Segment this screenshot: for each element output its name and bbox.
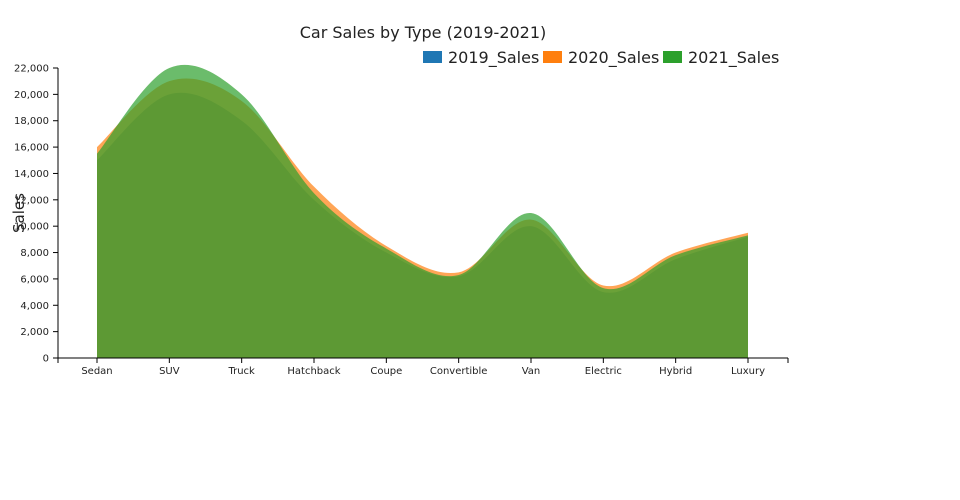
x-tick-label-hybrid: Hybrid xyxy=(659,366,692,377)
x-tick-label-coupe: Coupe xyxy=(370,366,402,377)
x-tick-label-luxury: Luxury xyxy=(731,366,765,377)
y-tick-group: 0 2,000 4,000 6,000 8,000 10,000 12,000 14,000 1… xyxy=(14,64,58,365)
legend-item-2020-sales: 2020_Sales xyxy=(543,48,659,68)
y-tick-label: 14,000 xyxy=(14,169,49,180)
area-series-group xyxy=(97,64,748,359)
legend-label: 2020_Sales xyxy=(568,48,659,68)
y-tick-label: 6,000 xyxy=(20,274,49,285)
y-tick-label: 20,000 xyxy=(14,90,49,101)
y-tick-label: 16,000 xyxy=(14,143,49,154)
x-axis: Sedan SUV Truck Hatchback Coupe Convertible Va… xyxy=(57,357,789,377)
x-tick-label-suv: SUV xyxy=(159,366,180,377)
legend-swatch xyxy=(543,51,562,63)
y-tick-label: 22,000 xyxy=(14,64,49,75)
y-tick-label: 12,000 xyxy=(14,195,49,206)
x-tick-label-hatchback: Hatchback xyxy=(287,366,340,377)
x-tick-label-sedan: Sedan xyxy=(81,366,112,377)
y-tick-label: 18,000 xyxy=(14,116,49,127)
area-2021-sales xyxy=(97,64,748,358)
y-tick-label: 2,000 xyxy=(20,327,49,338)
y-axis: 0 2,000 4,000 6,000 8,000 10,000 12,000 14,000 1… xyxy=(14,64,59,365)
x-tick-label-convertible: Convertible xyxy=(430,366,488,377)
x-tick-label-truck: Truck xyxy=(227,366,255,377)
legend-swatch xyxy=(423,51,442,63)
y-tick-label: 4,000 xyxy=(20,301,49,312)
y-axis-label: Sales xyxy=(10,193,28,233)
x-tick-label-van: Van xyxy=(522,366,541,377)
x-tick-group: Sedan SUV Truck Hatchback Coupe Convertible Va… xyxy=(81,358,765,377)
x-tick-label-electric: Electric xyxy=(585,366,622,377)
legend-item-2021-sales: 2021_Sales xyxy=(663,48,779,68)
legend-label: 2019_Sales xyxy=(448,48,539,68)
legend-label: 2021_Sales xyxy=(688,48,779,68)
legend: 2019_Sales 2020_Sales 2021_Sales xyxy=(423,48,779,68)
y-tick-label: 0 xyxy=(43,354,49,365)
legend-swatch xyxy=(663,51,682,63)
y-tick-label: 8,000 xyxy=(20,248,49,259)
chart-title: Car Sales by Type (2019-2021) xyxy=(300,23,547,42)
legend-item-2019-sales: 2019_Sales xyxy=(423,48,539,68)
y-tick-label: 10,000 xyxy=(14,222,49,233)
